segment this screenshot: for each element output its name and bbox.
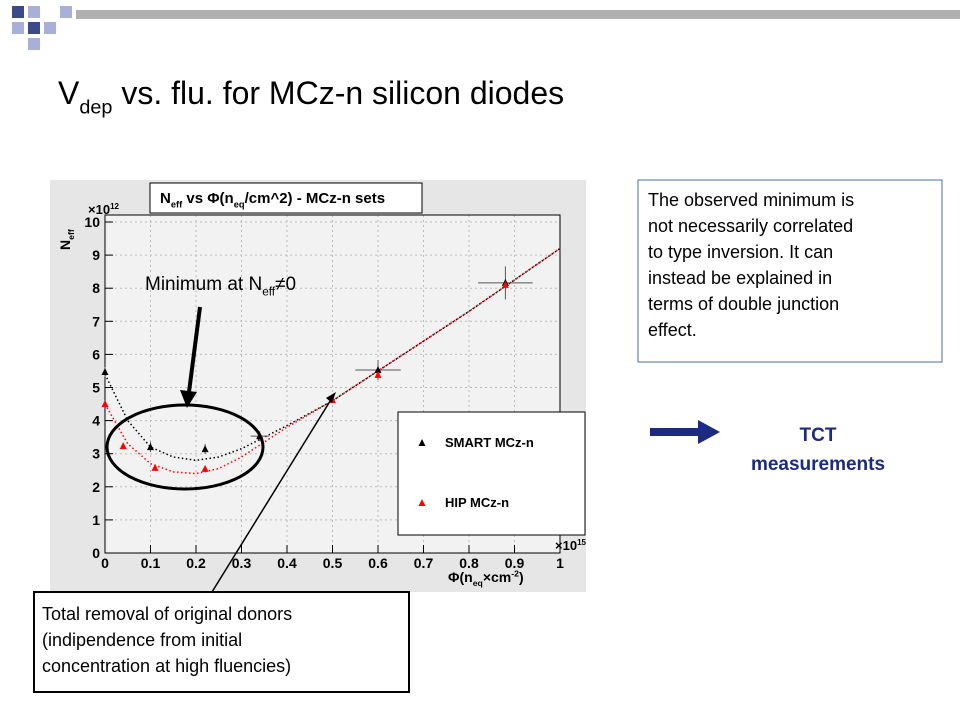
x-multiplier-part: 15	[577, 538, 586, 547]
x-axis-label: Φ(neq​×cm-2​)	[448, 568, 524, 588]
legend-marker	[418, 439, 426, 446]
x-axis-label-part: eq	[473, 578, 483, 588]
legend-label: HIP MCz-n	[445, 495, 509, 510]
right-text: effect.	[648, 320, 697, 340]
y-tick-label: 6	[92, 346, 100, 362]
x-axis-label-part: Φ(n	[448, 569, 473, 585]
y-tick-label: 9	[92, 247, 100, 263]
slide-title-part: vs. flu. for MCz-n silicon diodes	[112, 75, 564, 111]
pointer-line	[211, 397, 333, 593]
legend-box	[397, 411, 586, 536]
x-tick-label: 0.6	[368, 555, 388, 571]
chart-title-part: N	[160, 190, 171, 207]
right-text-box	[637, 179, 943, 363]
x-tick-label: 0.8	[459, 555, 479, 571]
point	[374, 370, 382, 378]
right-text: The observed minimum is	[648, 190, 854, 210]
x-tick-label: 0.7	[414, 555, 434, 571]
chart-title-part: eq	[234, 200, 245, 210]
x-multiplier: ×1015​	[555, 538, 587, 553]
annotation-minimum-part: Minimum at N	[145, 274, 262, 295]
y-tick-label: 0	[92, 545, 100, 561]
y-tick-label: 10	[84, 214, 100, 230]
x-tick-label: 0.1	[141, 555, 161, 571]
right-text: not necessarily correlated	[648, 216, 853, 236]
y-tick-label: 2	[92, 479, 100, 495]
y-tick-label: 8	[92, 280, 100, 296]
point	[201, 445, 209, 453]
legend-label: SMART MCz-n	[445, 435, 534, 450]
tct-label: measurements	[751, 454, 885, 475]
point	[201, 464, 209, 472]
y-tick-label: 1	[92, 512, 100, 528]
x-tick-label: 0.5	[323, 555, 343, 571]
slide-title: Vdep​ vs. flu. for MCz-n silicon diodes	[58, 75, 564, 119]
y-axis-label: Neff​	[57, 229, 76, 250]
annotation-minimum-part: ≠0	[275, 274, 296, 295]
point	[151, 463, 159, 471]
chart-title: Neff​ vs Φ(neq​/cm^2) - MCz-n sets	[160, 190, 385, 210]
y-tick-label: 3	[92, 446, 100, 462]
pointer-head	[326, 392, 336, 403]
y-tick-label: 4	[92, 413, 100, 429]
chart-title-part: vs	[182, 190, 207, 207]
annotation-minimum: Minimum at Neff​≠0	[145, 274, 296, 299]
x-multiplier-part: ×10	[555, 538, 577, 553]
right-text: terms of double junction	[648, 294, 839, 314]
x-tick-label: 0.3	[232, 555, 252, 571]
x-tick-label: 0.2	[186, 555, 206, 571]
x-axis-label-part: -2	[511, 568, 519, 578]
bottom-text: Total removal of original donors	[42, 604, 292, 624]
chart-title-box	[149, 182, 423, 214]
chart-title-part: Φ(n	[207, 190, 233, 207]
arrow-shaft	[187, 306, 202, 393]
plot-frame	[104, 214, 561, 554]
y-axis-label-part: eff	[66, 229, 76, 240]
highlight-ellipse	[105, 403, 265, 491]
right-text: instead be explained in	[648, 268, 832, 288]
point	[101, 400, 109, 408]
bottom-text: (indipendence from initial	[42, 630, 242, 650]
x-tick-label: 1	[556, 555, 564, 571]
tct-label: TCT	[800, 425, 837, 446]
y-tick-label: 5	[92, 380, 100, 396]
fit-line	[104, 247, 561, 475]
arrow-head	[180, 390, 197, 408]
x-tick-label: 0.4	[277, 555, 297, 571]
y-tick-label: 7	[92, 313, 100, 329]
x-tick-label: 0.9	[505, 555, 525, 571]
y-multiplier: ×1012​	[88, 202, 120, 217]
slide-title-part: V	[58, 75, 80, 111]
bottom-text: concentration at high fluencies)	[42, 656, 291, 676]
y-multiplier-part: 12	[110, 202, 119, 211]
bottom-text-box	[33, 591, 410, 693]
x-axis-label-part: ×cm	[483, 569, 511, 585]
point	[147, 443, 154, 451]
point	[101, 367, 109, 375]
right-text: to type inversion. It can	[648, 242, 833, 262]
legend-marker	[418, 499, 426, 506]
chart-title-part: eff	[171, 200, 183, 210]
point	[501, 280, 509, 288]
y-multiplier-part: ×10	[88, 202, 110, 217]
corner-decoration	[12, 6, 960, 50]
tct-arrow	[650, 420, 720, 444]
annotation-minimum-part: eff	[262, 286, 276, 299]
fit-line	[104, 247, 561, 462]
x-axis-label-part: )	[519, 569, 524, 585]
point	[374, 365, 382, 373]
chart-title-part: /cm^2) - MCz-n sets	[245, 190, 385, 207]
point	[119, 442, 127, 450]
y-axis-label-part: N	[57, 240, 73, 250]
x-tick-label: 0	[101, 555, 109, 571]
slide-title-part: dep	[79, 97, 112, 119]
